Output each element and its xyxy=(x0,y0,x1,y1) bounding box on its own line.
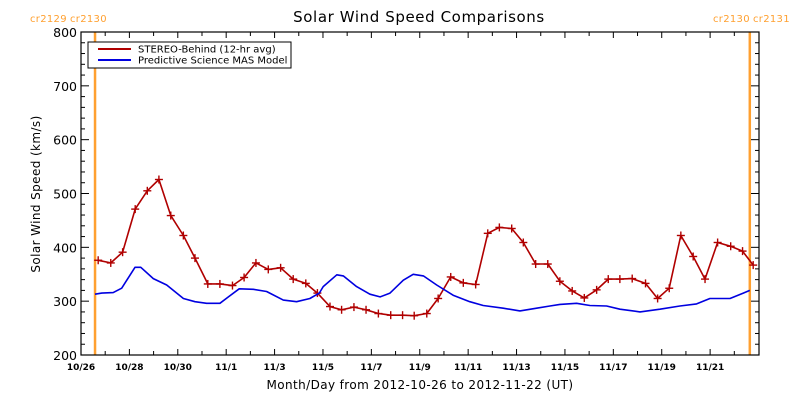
axes: 200 300 400 500 600 700 800 10/26 10/28 10/30 11/1… xyxy=(53,25,760,373)
stereo-data-point xyxy=(459,278,468,287)
stereo-data-point xyxy=(228,281,237,290)
x-tick-label: 10/30 xyxy=(164,363,192,373)
stereo-data-point xyxy=(531,260,540,269)
stereo-data-point xyxy=(179,231,188,240)
y-tick-label: 500 xyxy=(53,187,77,202)
carrington-label: cr2129 xyxy=(30,14,67,25)
stereo-data-point xyxy=(543,260,552,269)
stereo-data-point xyxy=(94,256,103,265)
stereo-data-point xyxy=(203,279,212,288)
x-tick-label: 11/17 xyxy=(599,363,627,373)
stereo-data-point xyxy=(398,311,407,320)
stereo-data-point xyxy=(507,224,516,233)
carrington-label: cr2130 xyxy=(70,14,107,25)
stereo-data-point xyxy=(749,261,758,270)
stereo-data-point xyxy=(495,223,504,232)
stereo-data-point xyxy=(592,285,601,294)
stereo-data-point xyxy=(301,279,310,288)
stereo-data-point xyxy=(628,274,637,283)
stereo-data-point xyxy=(264,265,273,274)
stereo-data-point xyxy=(410,311,419,320)
x-tick-label: 11/9 xyxy=(409,363,431,373)
stereo-data-point xyxy=(555,277,564,286)
stereo-data-point xyxy=(276,263,285,272)
carrington-label: cr2130 xyxy=(713,14,750,25)
stereo-data-point xyxy=(349,303,358,312)
x-tick-label: 11/21 xyxy=(696,363,724,373)
stereo-data-point xyxy=(580,293,589,302)
legend-label-model: Predictive Science MAS Model xyxy=(138,56,287,67)
legend: STEREO-Behind (12-hr avg) Predictive Sci… xyxy=(87,41,292,69)
stereo-data-point xyxy=(615,275,624,284)
mas-model-line xyxy=(94,266,751,313)
stereo-data-point xyxy=(289,275,298,284)
series-layer xyxy=(94,175,758,320)
stereo-data-point xyxy=(471,280,480,289)
y-tick-label: 200 xyxy=(53,348,77,363)
y-tick-label: 300 xyxy=(53,294,77,309)
stereo-data-point xyxy=(738,247,747,256)
stereo-data-point xyxy=(337,305,346,314)
legend-box xyxy=(87,41,292,69)
carrington-label: cr2131 xyxy=(753,14,790,25)
y-tick-label: 700 xyxy=(53,79,77,94)
x-tick-label: 11/5 xyxy=(312,363,334,373)
stereo-data-point xyxy=(422,309,431,318)
x-tick-label: 11/15 xyxy=(551,363,579,373)
x-tick-label: 11/3 xyxy=(264,363,286,373)
y-axis-label: Solar Wind Speed (km/s) xyxy=(29,115,43,272)
stereo-data-point xyxy=(676,231,685,240)
stereo-data-point xyxy=(325,302,334,311)
stereo-data-point xyxy=(215,279,224,288)
stereo-data-point xyxy=(118,248,127,257)
stereo-data-point xyxy=(568,286,577,295)
x-tick-label: 10/28 xyxy=(115,363,143,373)
x-tick-label: 10/26 xyxy=(67,363,95,373)
stereo-data-point xyxy=(604,275,613,284)
x-tick-label: 11/7 xyxy=(360,363,382,373)
stereo-data-point xyxy=(240,273,249,282)
stereo-data-point xyxy=(143,186,152,195)
stereo-data-point xyxy=(154,175,163,184)
stereo-data-point xyxy=(446,272,455,281)
carrington-markers xyxy=(93,32,752,355)
stereo-data-point xyxy=(374,309,383,318)
y-tick-label: 800 xyxy=(53,25,77,40)
stereo-data-point xyxy=(190,254,199,263)
stereo-data-point xyxy=(519,238,528,247)
x-axis-label: Month/Day from 2012-10-26 to 2012-11-22 … xyxy=(267,378,574,392)
stereo-data-point xyxy=(434,294,443,303)
stereo-data-point xyxy=(251,258,260,267)
stereo-data-point xyxy=(653,294,662,303)
stereo-data-point xyxy=(106,258,115,267)
stereo-data-point xyxy=(689,252,698,261)
x-tick-label: 11/19 xyxy=(648,363,676,373)
stereo-data-point xyxy=(665,284,674,293)
x-tick-label: 11/13 xyxy=(502,363,530,373)
stereo-data-point xyxy=(701,275,710,284)
chart-title: Solar Wind Speed Comparisons xyxy=(293,8,545,26)
stereo-data-point xyxy=(166,211,175,220)
y-tick-label: 400 xyxy=(53,240,77,255)
stereo-data-point xyxy=(483,229,492,238)
x-tick-label: 11/1 xyxy=(215,363,237,373)
stereo-data-point xyxy=(726,242,735,251)
stereo-data-point xyxy=(713,238,722,247)
legend-label-stereo: STEREO-Behind (12-hr avg) xyxy=(138,45,276,56)
y-tick-label: 600 xyxy=(53,133,77,148)
x-tick-label: 11/11 xyxy=(454,363,482,373)
stereo-data-point xyxy=(641,279,650,288)
stereo-data-point xyxy=(386,311,395,320)
stereo-data-point xyxy=(362,305,371,314)
stereo-data-point xyxy=(131,205,140,214)
